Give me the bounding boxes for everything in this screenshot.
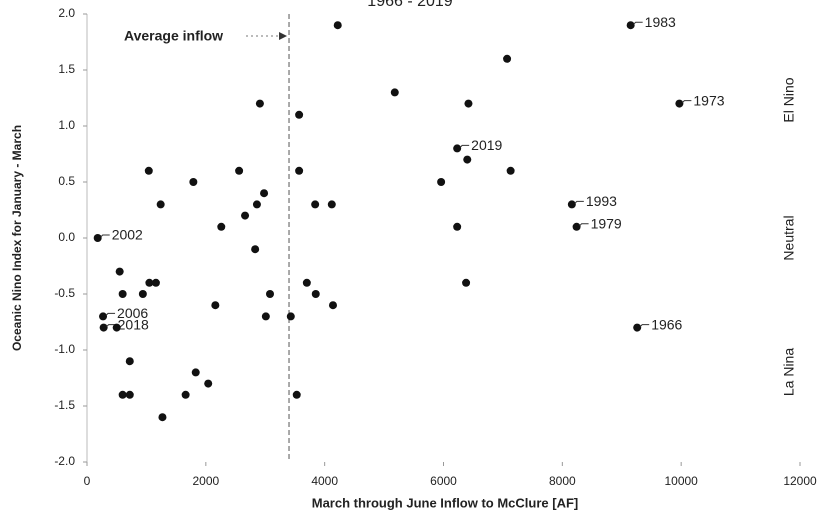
point — [453, 222, 462, 231]
y-tick-label: -1.5 — [54, 398, 75, 412]
label-leader — [574, 200, 584, 204]
y-tick-label: 1.5 — [58, 62, 75, 76]
point — [453, 144, 462, 153]
point — [567, 200, 576, 209]
point-label: 2019 — [471, 137, 502, 153]
point — [204, 379, 213, 388]
point-label: 2006 — [117, 305, 148, 321]
point — [295, 110, 304, 119]
y-tick-label: 1.0 — [58, 118, 75, 132]
point — [295, 166, 304, 175]
point — [311, 290, 320, 298]
label-leader — [100, 234, 110, 238]
point — [144, 166, 153, 175]
point — [675, 99, 684, 108]
point — [333, 21, 342, 30]
point — [156, 200, 165, 209]
x-tick-label: 0 — [84, 474, 91, 488]
point — [463, 155, 472, 164]
average-arrowhead — [279, 32, 288, 40]
region-label: El Nino — [781, 77, 797, 122]
point-label: 1966 — [651, 316, 682, 332]
x-axis-title: March through June Inflow to McClure [AF… — [312, 495, 579, 510]
point — [158, 413, 167, 422]
point — [99, 312, 108, 321]
average-label: Average inflow — [124, 28, 223, 44]
label-leader — [579, 223, 589, 227]
label-leader — [639, 324, 650, 327]
point — [93, 234, 102, 242]
point — [151, 278, 160, 287]
point — [437, 178, 446, 186]
point — [327, 200, 336, 209]
point — [462, 278, 471, 287]
y-tick-label: 0.5 — [58, 174, 75, 188]
point — [506, 166, 515, 175]
point — [125, 357, 134, 366]
point — [390, 88, 399, 97]
point — [241, 211, 250, 220]
label-leader — [459, 144, 470, 148]
point — [286, 312, 295, 321]
point — [217, 222, 226, 231]
x-tick-label: 4000 — [311, 474, 338, 488]
point — [235, 166, 244, 175]
y-tick-label: 2.0 — [58, 6, 75, 20]
x-tick-label: 10000 — [664, 474, 698, 488]
chart-title: 1966 - 2019 — [367, 0, 453, 10]
label-leader — [633, 21, 643, 25]
point-label: 1979 — [591, 216, 622, 232]
point — [302, 278, 311, 287]
y-tick-label: -2.0 — [54, 454, 75, 468]
point-label: 1993 — [586, 193, 617, 209]
region-label: Neutral — [781, 215, 797, 260]
y-axis-title: Oceanic Nino Index for January - March — [10, 125, 24, 351]
region-label: La Nina — [781, 348, 797, 396]
point — [251, 245, 260, 254]
label-leader — [105, 312, 116, 316]
point — [145, 278, 154, 287]
point — [118, 390, 127, 399]
point — [261, 312, 270, 321]
point — [118, 290, 127, 298]
label-leader — [106, 324, 116, 327]
x-tick-label: 12000 — [783, 474, 817, 488]
point-label: 1983 — [645, 14, 676, 30]
y-tick-label: 0.0 — [58, 230, 75, 244]
point-label: 1973 — [693, 92, 724, 108]
point — [633, 323, 642, 332]
point — [266, 290, 275, 298]
label-leader — [682, 100, 692, 103]
point — [138, 290, 147, 298]
point — [311, 200, 320, 209]
point — [260, 189, 269, 198]
point — [115, 267, 124, 276]
point — [181, 390, 190, 399]
point — [99, 323, 108, 332]
point-label: 2002 — [112, 227, 143, 243]
y-tick-label: -1.0 — [54, 342, 75, 356]
point — [572, 222, 581, 231]
point — [292, 390, 301, 399]
point — [464, 99, 473, 108]
point-label: 2018 — [118, 316, 149, 332]
point — [255, 99, 264, 108]
y-tick-label: -0.5 — [54, 286, 75, 300]
point — [626, 21, 635, 30]
x-tick-label: 6000 — [430, 474, 457, 488]
x-tick-label: 8000 — [549, 474, 576, 488]
point — [252, 200, 261, 209]
point — [125, 390, 134, 399]
x-tick-label: 2000 — [192, 474, 219, 488]
point — [112, 323, 121, 332]
point — [191, 368, 200, 377]
point — [189, 178, 198, 186]
point — [503, 54, 512, 63]
point — [328, 301, 337, 310]
point — [211, 301, 220, 310]
